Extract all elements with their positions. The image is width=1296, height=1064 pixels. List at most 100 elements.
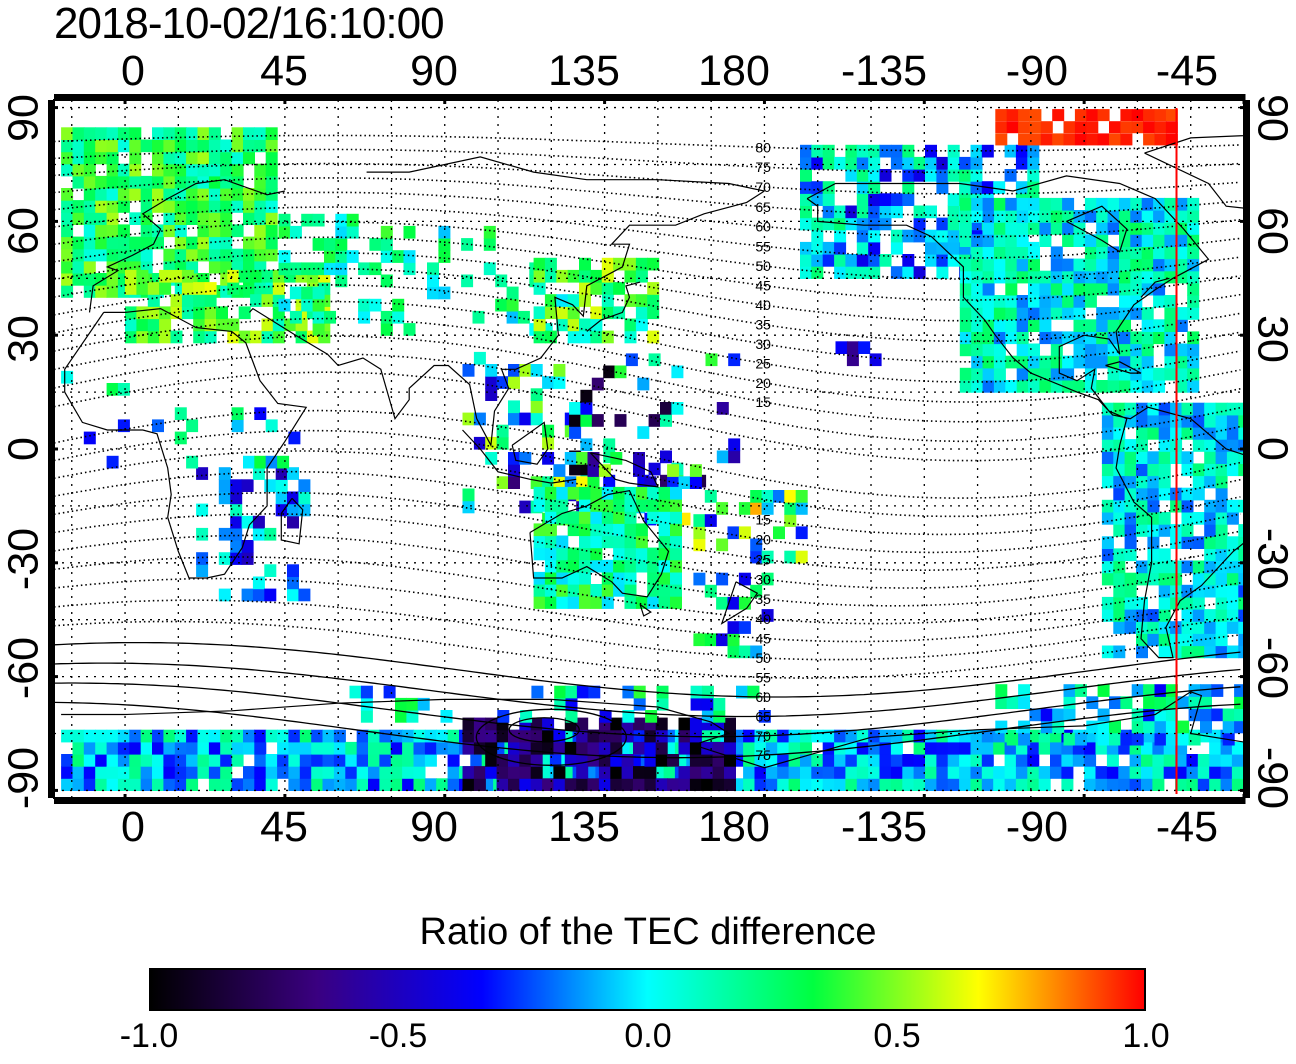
data-cell xyxy=(495,298,508,312)
data-cell xyxy=(1107,282,1120,296)
data-cell xyxy=(1136,487,1148,501)
data-cell xyxy=(1101,572,1114,586)
data-cell xyxy=(1234,696,1244,709)
data-cell xyxy=(1028,343,1040,357)
data-cell xyxy=(170,269,183,283)
data-cell xyxy=(1181,463,1194,477)
data-cell xyxy=(299,741,312,755)
data-cell xyxy=(1050,754,1062,767)
data-cell xyxy=(644,741,657,755)
data-cell xyxy=(1158,572,1171,586)
data-cell xyxy=(220,139,233,153)
data-cell xyxy=(1175,343,1188,357)
data-cell xyxy=(784,502,797,515)
data-cell xyxy=(621,778,634,791)
data-cell xyxy=(117,741,130,755)
data-cell xyxy=(579,547,591,561)
data-cell xyxy=(936,181,949,194)
data-cell xyxy=(1147,548,1160,562)
data-cell xyxy=(795,490,808,503)
data-cell xyxy=(163,729,176,743)
data-cell xyxy=(1130,355,1143,369)
data-cell xyxy=(1154,684,1167,697)
data-cell xyxy=(163,188,176,201)
data-cell xyxy=(196,467,209,480)
data-cell xyxy=(1164,343,1177,357)
data-cell xyxy=(1143,720,1156,734)
data-cell xyxy=(1004,754,1017,767)
data-cell xyxy=(738,572,751,586)
data-cell xyxy=(959,258,972,272)
data-cell xyxy=(1164,295,1177,308)
data-cell xyxy=(890,754,903,767)
data-cell xyxy=(613,547,626,561)
data-cell xyxy=(1052,133,1065,146)
data-cell xyxy=(1107,355,1120,369)
data-cell xyxy=(1238,548,1244,562)
data-cell xyxy=(590,596,603,609)
data-cell xyxy=(647,257,660,271)
data-cell xyxy=(1074,109,1087,122)
data-cell xyxy=(95,285,108,298)
data-cell xyxy=(579,523,591,537)
data-cell xyxy=(1084,741,1097,755)
contour-line xyxy=(54,662,1241,718)
data-cell xyxy=(970,766,983,779)
data-cell xyxy=(1109,732,1121,746)
data-cell xyxy=(1119,270,1131,284)
data-cell xyxy=(981,754,994,767)
data-cell xyxy=(621,729,634,743)
contour-label: 15 xyxy=(755,512,771,528)
data-cell xyxy=(947,241,960,255)
data-cell xyxy=(424,741,437,755)
data-cell xyxy=(1226,584,1239,598)
data-cell xyxy=(982,307,995,320)
data-cell xyxy=(1101,439,1114,452)
data-cell xyxy=(1005,307,1018,320)
data-cell xyxy=(1181,621,1194,634)
data-cell xyxy=(462,500,475,514)
data-cell xyxy=(72,741,85,755)
data-cell xyxy=(447,741,460,755)
data-cell xyxy=(1004,169,1017,182)
data-cell xyxy=(485,766,498,779)
data-cell xyxy=(970,169,983,182)
data-cell xyxy=(483,238,496,251)
data-cell xyxy=(890,144,903,158)
data-cell xyxy=(427,262,439,276)
data-cell xyxy=(72,248,85,262)
data-cell xyxy=(106,285,119,298)
data-cell xyxy=(658,571,671,585)
data-cell xyxy=(1141,210,1154,223)
data-cell xyxy=(667,464,680,477)
data-cell xyxy=(1153,210,1166,223)
data-cell xyxy=(1204,572,1217,586)
data-cell xyxy=(519,741,532,755)
data-cell xyxy=(117,127,130,140)
data-cell xyxy=(252,515,265,529)
data-cell xyxy=(624,257,637,271)
data-cell xyxy=(1073,282,1086,296)
data-cell xyxy=(601,535,614,549)
data-cell xyxy=(925,156,937,170)
data-cell xyxy=(1143,109,1156,122)
data-cell xyxy=(1164,307,1177,320)
data-cell xyxy=(1187,367,1200,381)
data-cell xyxy=(868,169,881,182)
data-cell xyxy=(1226,451,1239,464)
data-cell xyxy=(868,254,881,267)
data-cell xyxy=(704,584,717,598)
data-cell xyxy=(879,766,892,779)
data-cell xyxy=(1084,234,1097,247)
data-cell xyxy=(1040,121,1053,134)
data-cell xyxy=(193,318,206,332)
data-cell xyxy=(822,778,835,791)
data-cell xyxy=(822,754,835,767)
data-cell xyxy=(117,163,130,177)
data-cell xyxy=(186,766,199,779)
data-cell xyxy=(868,144,881,158)
data-cell xyxy=(61,260,74,274)
data-cell xyxy=(1005,331,1018,345)
data-cell xyxy=(106,729,119,743)
data-cell xyxy=(390,778,403,791)
